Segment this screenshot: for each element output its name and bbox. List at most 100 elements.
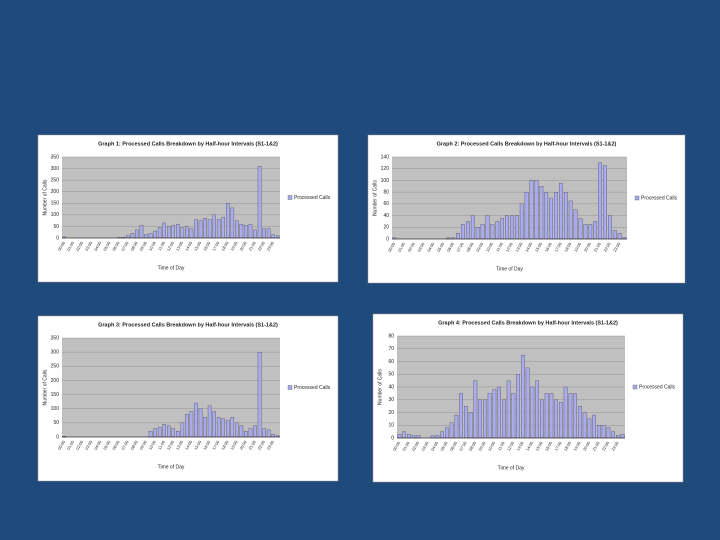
bar: [559, 183, 563, 240]
bar: [445, 427, 449, 439]
bar: [216, 219, 221, 239]
bar: [598, 162, 602, 240]
x-tick-label: 19:00: [572, 440, 582, 452]
y-tick-label: 0: [386, 236, 389, 242]
chart-title: Graph 4: Processed Calls Breakdown by Ha…: [438, 320, 618, 326]
y-tick-label: 40: [388, 384, 394, 390]
x-tick-label: 09:00: [477, 440, 487, 452]
x-tick-label: 15:00: [534, 440, 544, 452]
bar: [139, 225, 144, 239]
x-tick-label: 07:00: [120, 439, 130, 451]
x-tick-label: 06:00: [111, 439, 121, 451]
y-tick-label: 100: [381, 178, 390, 184]
x-tick-label: 09:00: [475, 241, 485, 253]
bar: [271, 434, 275, 438]
x-tick-label: 17:00: [553, 440, 563, 452]
bar: [153, 428, 157, 438]
x-tick-label: 06:00: [446, 241, 456, 253]
legend-swatch: [632, 384, 638, 390]
x-tick-label: 09:00: [138, 240, 148, 252]
y-tick-label: 0: [56, 235, 59, 241]
bar: [148, 233, 153, 239]
bar: [473, 380, 478, 439]
bar: [487, 393, 492, 439]
bar: [212, 214, 216, 239]
bar: [525, 367, 530, 439]
x-tick-label: 12:00: [506, 440, 516, 452]
bar: [198, 220, 203, 239]
x-tick-label: 01:00: [66, 439, 76, 451]
bar: [244, 225, 248, 239]
bar: [568, 393, 573, 439]
bar: [461, 224, 465, 240]
y-tick-label: 70: [388, 346, 394, 352]
x-tick-label: 22:00: [257, 439, 267, 451]
x-tick-label: 13:00: [175, 240, 185, 252]
legend-swatch: [287, 195, 293, 200]
bar: [578, 405, 582, 439]
y-tick-label: 50: [388, 372, 394, 378]
x-tick-label: 19:00: [229, 439, 239, 451]
plot-area: [392, 157, 627, 239]
bar: [185, 226, 189, 239]
x-tick-label: 16:00: [202, 439, 212, 451]
bar: [207, 219, 212, 239]
bar: [554, 191, 558, 240]
plot-area: [62, 338, 280, 437]
x-tick-label: 21:00: [593, 241, 603, 253]
bar: [166, 425, 171, 438]
bar: [468, 412, 473, 439]
bar: [601, 425, 606, 439]
x-tick-label: 12:00: [504, 241, 514, 253]
x-tick-label: 23:00: [610, 440, 620, 452]
x-tick-label: 10:00: [487, 440, 497, 452]
bar: [620, 434, 625, 439]
x-tick-label: 00:00: [57, 240, 67, 252]
bar: [226, 203, 230, 239]
bar: [616, 435, 620, 439]
bar: [262, 428, 266, 438]
x-tick-label: 01:00: [397, 241, 407, 253]
x-tick-label: 17:00: [211, 240, 221, 252]
y-tick-label: 80: [388, 333, 394, 339]
x-tick-label: 18:00: [563, 241, 573, 253]
bar: [524, 191, 529, 240]
bar: [583, 224, 588, 240]
y-tick-label: 50: [53, 420, 59, 426]
bar: [221, 418, 225, 438]
bar: [244, 431, 248, 438]
bar: [514, 215, 519, 240]
x-tick-label: 06:00: [111, 240, 121, 252]
bar: [176, 223, 180, 239]
x-tick-label: 20:00: [238, 240, 248, 252]
x-tick-label: 18:00: [563, 440, 573, 452]
bar: [475, 227, 480, 240]
x-tick-label: 19:00: [229, 240, 239, 252]
bar: [549, 393, 554, 439]
x-tick-label: 04:00: [93, 439, 103, 451]
y-tick-label: 0: [391, 435, 394, 441]
bar: [573, 393, 577, 439]
y-tick-label: 100: [51, 406, 60, 412]
x-tick-label: 21:00: [247, 240, 257, 252]
bar: [148, 431, 153, 438]
x-tick-label: 02:00: [411, 440, 421, 452]
bar: [189, 228, 194, 239]
bar: [505, 215, 509, 240]
x-tick-label: 22:00: [601, 440, 611, 452]
bar: [454, 414, 459, 439]
bar: [563, 386, 568, 439]
bar: [521, 354, 525, 439]
x-tick-label: 10:00: [148, 240, 158, 252]
bar: [235, 422, 239, 438]
bar: [554, 399, 558, 439]
bar: [248, 428, 253, 438]
bar: [153, 230, 157, 239]
bar: [608, 215, 612, 240]
y-tick-label: 300: [51, 166, 60, 172]
x-tick-label: 23:00: [266, 240, 276, 252]
bar: [534, 180, 539, 240]
bar: [539, 186, 544, 240]
bar: [611, 431, 615, 439]
